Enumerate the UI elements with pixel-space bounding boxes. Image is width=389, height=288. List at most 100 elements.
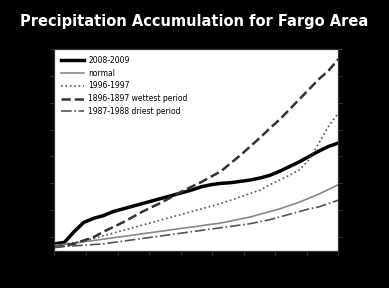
1996-1997 xyxy=(91,237,96,240)
normal xyxy=(307,196,311,200)
1996-1997 xyxy=(121,229,125,232)
normal xyxy=(277,207,282,211)
1996-1997 xyxy=(209,204,214,208)
2008-2009 xyxy=(287,165,292,168)
1987-1988 driest period xyxy=(101,242,106,246)
2008-2009 xyxy=(111,210,116,213)
1987-1988 driest period xyxy=(268,218,272,221)
normal xyxy=(121,235,125,238)
1996-1997 xyxy=(150,221,155,224)
1987-1988 driest period xyxy=(160,234,165,238)
2008-2009 xyxy=(336,141,341,145)
1996-1997 xyxy=(101,234,106,238)
1996-1997 xyxy=(189,210,194,213)
1987-1988 driest period xyxy=(179,231,184,235)
1896-1897 wettest period xyxy=(130,215,135,219)
1996-1997 xyxy=(297,168,301,172)
1896-1897 wettest period xyxy=(307,88,311,91)
1987-1988 driest period xyxy=(238,223,243,227)
1987-1988 driest period xyxy=(199,229,204,232)
normal xyxy=(62,243,67,246)
normal xyxy=(150,231,155,234)
1896-1897 wettest period xyxy=(238,154,243,157)
normal xyxy=(130,233,135,237)
1996-1997 xyxy=(307,158,311,162)
2008-2009 xyxy=(297,160,301,164)
2008-2009 xyxy=(307,155,311,158)
1996-1997 xyxy=(228,198,233,202)
1996-1997 xyxy=(130,226,135,230)
2008-2009 xyxy=(72,230,76,234)
normal xyxy=(170,228,174,232)
normal xyxy=(287,204,292,207)
1896-1897 wettest period xyxy=(228,162,233,165)
1896-1897 wettest period xyxy=(268,126,272,130)
normal xyxy=(111,236,116,240)
1987-1988 driest period xyxy=(326,202,331,205)
1996-1997 xyxy=(82,239,86,242)
normal xyxy=(228,219,233,223)
1996-1997 xyxy=(219,202,223,205)
1896-1897 wettest period xyxy=(326,69,331,72)
1987-1988 driest period xyxy=(219,226,223,230)
Line: 2008-2009: 2008-2009 xyxy=(54,143,338,244)
1896-1897 wettest period xyxy=(52,245,57,249)
1896-1897 wettest period xyxy=(72,242,76,246)
1896-1897 wettest period xyxy=(258,136,263,139)
1987-1988 driest period xyxy=(317,205,321,209)
normal xyxy=(219,221,223,225)
2008-2009 xyxy=(82,221,86,224)
1996-1997 xyxy=(277,178,282,182)
1987-1988 driest period xyxy=(170,233,174,236)
1987-1988 driest period xyxy=(72,244,76,248)
2008-2009 xyxy=(170,194,174,197)
1896-1897 wettest period xyxy=(179,190,184,193)
1896-1897 wettest period xyxy=(150,205,155,209)
normal xyxy=(160,229,165,233)
1896-1897 wettest period xyxy=(277,118,282,121)
1896-1897 wettest period xyxy=(121,221,125,224)
2008-2009 xyxy=(317,149,321,153)
1896-1897 wettest period xyxy=(317,77,321,81)
2008-2009 xyxy=(62,241,67,244)
2008-2009 xyxy=(52,242,57,246)
1896-1897 wettest period xyxy=(101,230,106,234)
1987-1988 driest period xyxy=(228,225,233,228)
1996-1997 xyxy=(72,241,76,244)
1996-1997 xyxy=(238,195,243,198)
1996-1997 xyxy=(336,111,341,115)
1896-1897 wettest period xyxy=(111,225,116,229)
1996-1997 xyxy=(140,223,145,227)
1896-1897 wettest period xyxy=(170,195,174,198)
2008-2009 xyxy=(209,183,214,186)
1896-1897 wettest period xyxy=(140,210,145,213)
normal xyxy=(52,243,57,247)
2008-2009 xyxy=(121,207,125,211)
1896-1897 wettest period xyxy=(219,170,223,173)
2008-2009 xyxy=(268,174,272,177)
1896-1897 wettest period xyxy=(336,57,341,61)
2008-2009 xyxy=(140,202,145,205)
1996-1997 xyxy=(258,188,263,192)
2008-2009 xyxy=(219,182,223,185)
normal xyxy=(179,227,184,230)
1987-1988 driest period xyxy=(336,198,341,202)
1987-1988 driest period xyxy=(248,222,252,226)
1896-1897 wettest period xyxy=(189,185,194,188)
2008-2009 xyxy=(160,196,165,200)
Line: 1987-1988 driest period: 1987-1988 driest period xyxy=(54,200,338,247)
normal xyxy=(238,217,243,221)
Text: Precipitation Accumulation for Fargo Area: Precipitation Accumulation for Fargo Are… xyxy=(20,14,369,29)
2008-2009 xyxy=(101,214,106,217)
normal xyxy=(140,232,145,236)
normal xyxy=(317,192,321,196)
normal xyxy=(82,240,86,244)
1987-1988 driest period xyxy=(121,239,125,243)
1987-1988 driest period xyxy=(130,238,135,242)
1987-1988 driest period xyxy=(189,230,194,234)
1987-1988 driest period xyxy=(52,245,57,249)
normal xyxy=(248,215,252,219)
2008-2009 xyxy=(179,191,184,194)
2008-2009 xyxy=(189,188,194,192)
1896-1897 wettest period xyxy=(209,175,214,178)
